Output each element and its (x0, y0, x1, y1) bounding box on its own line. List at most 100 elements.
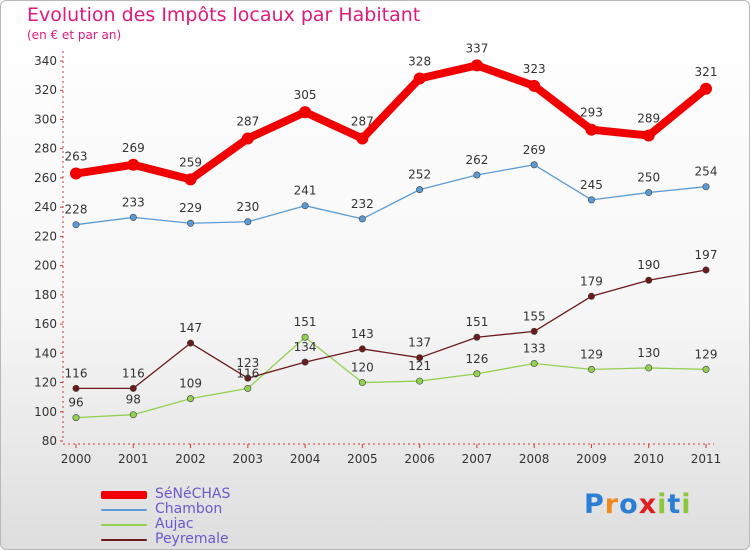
legend-swatch (101, 523, 147, 526)
legend-item: Peyremale (101, 532, 230, 547)
legend-item: Chambon (101, 502, 230, 517)
data-point (413, 72, 426, 85)
data-point (530, 360, 538, 368)
y-tick-label: 280 (34, 142, 57, 156)
y-tick-label: 100 (34, 405, 57, 419)
data-label: 151 (294, 315, 317, 329)
data-label: 130 (637, 346, 660, 360)
data-label: 96 (68, 396, 83, 410)
logo-letter: o (619, 489, 639, 520)
series-line (75, 336, 707, 419)
data-label: 269 (122, 141, 145, 155)
data-point (587, 196, 595, 204)
x-tick-label: 2011 (691, 452, 722, 466)
data-label: 269 (523, 143, 546, 157)
logo-letter: r (604, 489, 620, 520)
data-label: 190 (637, 258, 660, 272)
y-tick-label: 340 (34, 54, 57, 68)
legend-swatch (101, 538, 147, 541)
data-point (72, 414, 80, 422)
x-tick-label: 2003 (233, 452, 264, 466)
x-tick-label: 2007 (462, 452, 493, 466)
x-tick-label: 2009 (576, 452, 607, 466)
data-label: 287 (236, 114, 259, 128)
y-tick-label: 80 (42, 434, 57, 448)
data-label: 134 (294, 340, 317, 354)
y-tick-label: 320 (34, 83, 57, 97)
y-tick-label: 260 (34, 171, 57, 185)
data-label: 197 (695, 248, 718, 262)
y-tick-label: 140 (34, 346, 57, 360)
x-tick-label: 2010 (633, 452, 664, 466)
data-point (356, 132, 369, 145)
x-tick-label: 2000 (61, 452, 92, 466)
data-point (187, 339, 195, 347)
data-label: 233 (122, 195, 145, 209)
data-label: 98 (126, 393, 141, 407)
proxiti-logo: Proxiti (584, 489, 692, 520)
series-chambon (72, 161, 710, 229)
data-label: 263 (65, 150, 88, 164)
legend-label: SéNéCHAS (155, 486, 231, 502)
data-point (72, 221, 80, 229)
data-label: 328 (408, 55, 431, 69)
data-point (702, 183, 710, 191)
data-label: 287 (351, 114, 374, 128)
legend-swatch (101, 508, 147, 511)
data-label: 229 (179, 201, 202, 215)
data-label: 129 (695, 347, 718, 361)
data-label: 137 (408, 336, 431, 350)
data-label: 259 (179, 155, 202, 169)
data-point (187, 395, 195, 403)
data-point (244, 384, 252, 392)
data-label: 230 (236, 200, 259, 214)
data-point (587, 365, 595, 373)
y-tick-label: 180 (34, 288, 57, 302)
data-point (244, 374, 252, 382)
y-tick-label: 200 (34, 259, 57, 273)
data-point (358, 345, 366, 353)
data-label: 155 (523, 309, 546, 323)
chart-subtitle: (en € et par an) (27, 28, 122, 42)
data-point (473, 171, 481, 179)
logo-letter: i (657, 489, 668, 520)
data-point (184, 173, 197, 186)
x-tick-label: 2001 (118, 452, 149, 466)
data-label: 120 (351, 361, 374, 375)
data-point (129, 411, 137, 419)
data-label: 232 (351, 197, 374, 211)
data-point (642, 129, 655, 142)
logo-letter: P (584, 489, 605, 520)
data-point (301, 202, 309, 210)
data-point (530, 161, 538, 169)
data-point (645, 364, 653, 372)
data-label: 262 (465, 153, 488, 167)
data-label: 133 (523, 342, 546, 356)
data-label: 116 (122, 366, 145, 380)
data-label: 254 (695, 165, 718, 179)
data-point (301, 358, 309, 366)
data-label: 147 (179, 321, 202, 335)
data-label: 245 (580, 178, 603, 192)
data-point (72, 384, 80, 392)
data-point (129, 213, 137, 221)
data-point (645, 189, 653, 197)
y-tick-label: 160 (34, 317, 57, 331)
data-labels-snchas: 263 269 259 287 305 287 328 337 323 293 289 321 (65, 41, 718, 169)
data-label: 228 (65, 203, 88, 217)
data-label: 129 (580, 347, 603, 361)
y-tick-label: 300 (34, 112, 57, 126)
legend-label: Chambon (155, 501, 223, 517)
data-point (702, 365, 710, 373)
series-peyremale (72, 266, 710, 392)
data-point (587, 292, 595, 300)
data-label: 151 (465, 315, 488, 329)
data-point (301, 333, 309, 341)
logo-letter: i (681, 489, 692, 520)
data-label: 126 (465, 352, 488, 366)
legend: SéNéCHAS Chambon Aujac Peyremale (101, 487, 230, 547)
series-snchas (70, 59, 712, 186)
logo-letter: x (638, 489, 658, 520)
data-point (127, 158, 140, 171)
chart-title: Evolution des Impôts locaux par Habitant (27, 4, 421, 26)
